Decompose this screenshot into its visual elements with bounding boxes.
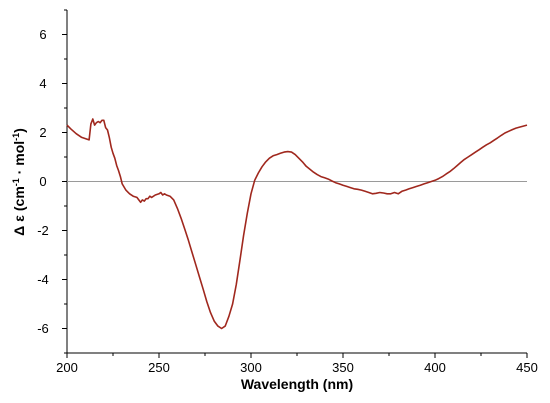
x-axis-title: Wavelength (nm) (241, 376, 353, 392)
y-tick-label: -4 (37, 272, 49, 287)
y-axis-title-delta: Δ (11, 226, 27, 236)
x-axis-ticks (66, 353, 528, 358)
y-axis-title-dot: · (11, 166, 27, 178)
y-axis-title-unit-close: ) (11, 128, 27, 133)
series-group (66, 118, 528, 330)
cd-spectrum-line (66, 118, 528, 330)
y-tick-label: 2 (39, 125, 46, 140)
y-axis-title-exp2: -1 (11, 133, 21, 141)
x-tick-label: 350 (332, 360, 354, 375)
y-tick-label: 0 (39, 174, 46, 189)
x-tick-label: 450 (516, 360, 538, 375)
x-tick-label: 300 (240, 360, 262, 375)
x-tick-label: 250 (148, 360, 170, 375)
x-tick-label: 200 (56, 360, 78, 375)
y-tick-label: 4 (39, 76, 46, 91)
y-tick-label: 6 (39, 27, 46, 42)
y-axis-title-unit-open: (cm (11, 186, 27, 211)
y-axis-ticks (62, 9, 67, 354)
x-axis-tick-labels: 200 250 300 350 400 450 (56, 360, 538, 375)
y-axis-title-mol: mol (11, 141, 27, 166)
y-axis-title: Δε(cm-1 · mol-1) (11, 128, 27, 236)
y-axis-title-epsilon: ε (11, 215, 27, 222)
x-tick-label: 400 (424, 360, 446, 375)
y-axis-title-exp1: -1 (11, 178, 21, 186)
y-tick-label: -6 (37, 321, 49, 336)
y-axis-tick-labels: -6 -4 -2 0 2 4 6 (37, 27, 49, 336)
y-tick-label: -2 (37, 223, 49, 238)
